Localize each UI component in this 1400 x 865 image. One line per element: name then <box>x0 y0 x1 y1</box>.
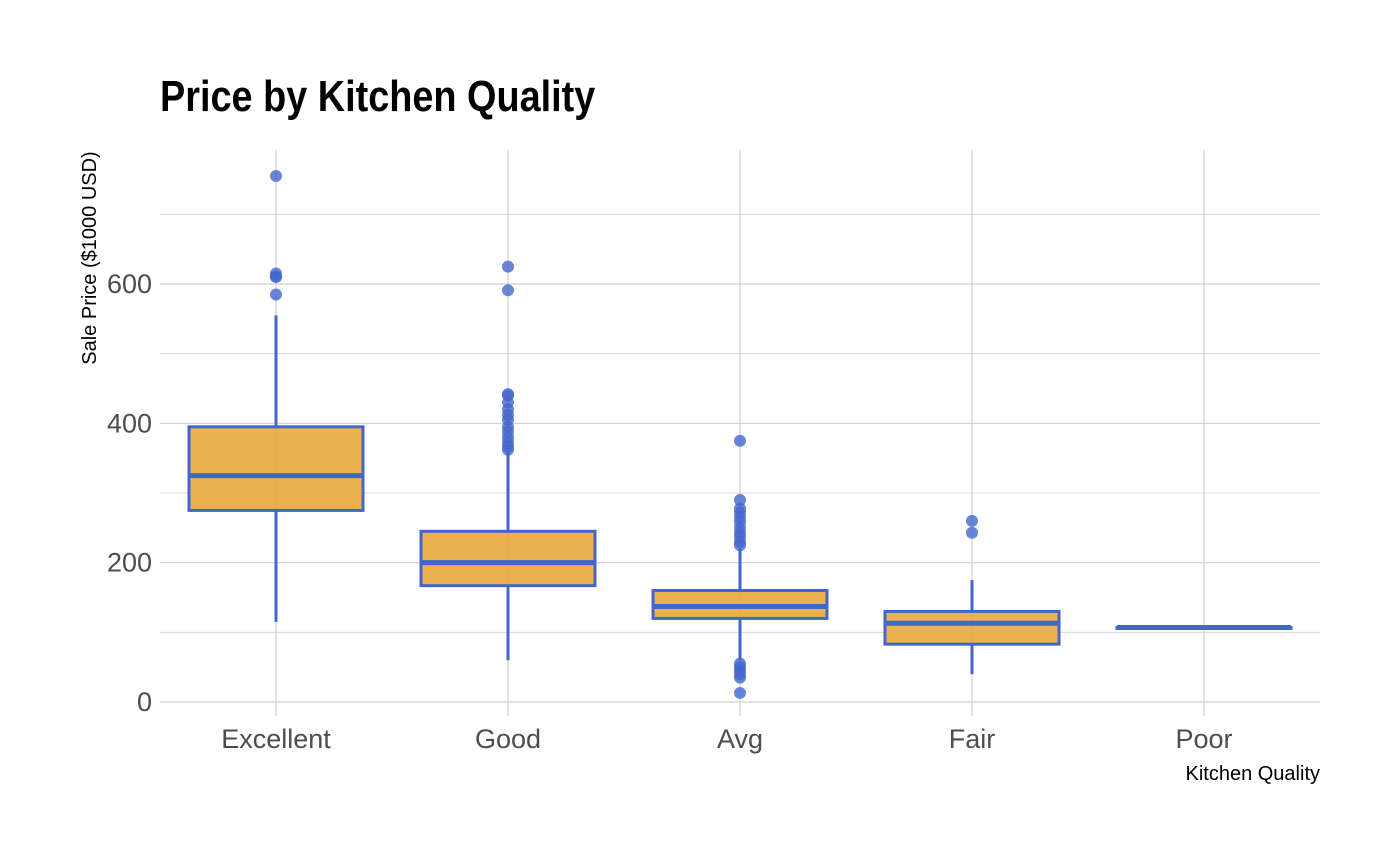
y-tick-label: 600 <box>107 269 152 299</box>
box-fair <box>883 514 1061 675</box>
box-iqr <box>419 529 597 588</box>
outlier-point <box>734 686 746 699</box>
outlier-point <box>734 434 746 447</box>
x-tick-labels: Excellent Good Avg Fair Poor <box>221 724 1232 754</box>
x-axis-title: Kitchen Quality <box>1185 763 1320 785</box>
outlier-point <box>734 493 746 506</box>
chart-title: Price by Kitchen Quality <box>160 72 596 121</box>
y-tick-label: 0 <box>137 687 152 717</box>
outlier-point <box>270 170 282 183</box>
outlier-point <box>966 514 978 527</box>
outlier-point <box>502 284 514 297</box>
x-tick-label: Fair <box>949 724 996 754</box>
x-tick-label: Excellent <box>221 724 331 754</box>
y-axis-title: Sale Price ($1000 USD) <box>79 151 101 364</box>
x-tick-label: Avg <box>717 724 763 754</box>
box-group <box>187 170 1293 699</box>
outlier-point <box>734 671 746 684</box>
outlier-point <box>270 288 282 301</box>
y-tick-labels: 0 200 400 600 <box>107 269 152 717</box>
outlier-point <box>502 443 514 456</box>
box-good <box>419 260 597 661</box>
x-tick-label: Good <box>475 724 541 754</box>
box-iqr <box>187 425 365 512</box>
outlier-point <box>966 526 978 539</box>
box-excellent <box>187 170 365 622</box>
outlier-point <box>734 539 746 552</box>
box-avg <box>651 434 829 699</box>
outlier-point <box>270 271 282 284</box>
outlier-point <box>502 260 514 273</box>
y-tick-label: 200 <box>107 548 152 578</box>
box-poor <box>1115 624 1293 630</box>
y-tick-label: 400 <box>107 408 152 438</box>
x-tick-label: Poor <box>1175 724 1232 754</box>
box-iqr <box>883 609 1061 646</box>
